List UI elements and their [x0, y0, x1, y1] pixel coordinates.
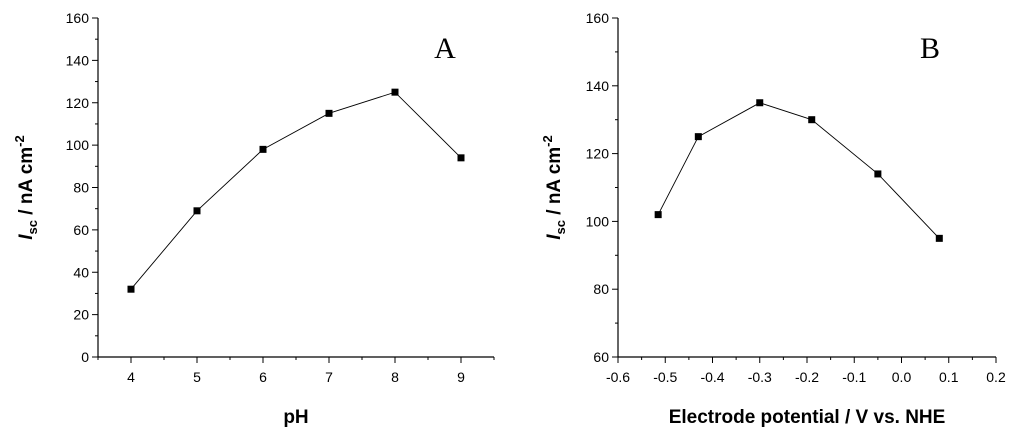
panel-label: B	[920, 32, 940, 65]
series-line	[657, 102, 940, 239]
y-tick-label: 100	[66, 137, 90, 153]
y-axis-label: Isc / nA cm-2	[540, 135, 568, 240]
x-tick-label: 8	[391, 369, 399, 385]
y-tick-label: 20	[73, 307, 89, 323]
chart-panel-a: 0 20 40 60 80 100 120 140 160 4 5 6 7 8 9 ApH Isc / nA c…	[12, 10, 495, 428]
y-label-subscript: sc	[553, 220, 568, 234]
series-line	[130, 91, 462, 290]
x-tick-label: 0.0	[892, 369, 912, 385]
data-point	[193, 207, 201, 215]
x-tick-label: 4	[127, 369, 135, 385]
y-label-unit: / nA cm	[544, 147, 565, 220]
x-tick-label: 5	[193, 369, 201, 385]
x-tick-label: -0.5	[653, 369, 677, 385]
x-tick-label: 0.2	[986, 369, 1006, 385]
x-axis-label: pH	[283, 407, 308, 428]
x-tick-label: 6	[259, 369, 267, 385]
y-tick-label: 160	[66, 10, 90, 26]
data-point	[127, 285, 135, 293]
y-tick-label: 120	[586, 146, 610, 162]
data-point	[808, 116, 816, 124]
y-label-superscript: -2	[12, 135, 27, 147]
y-tick-label: 80	[73, 180, 89, 196]
data-point	[259, 145, 267, 153]
y-tick-label: 100	[586, 213, 610, 229]
y-label-subscript: sc	[25, 220, 40, 234]
y-label-superscript: -2	[540, 135, 555, 147]
x-axis-label: Electrode potential / V vs. NHE	[669, 407, 946, 428]
y-tick-label: 140	[586, 78, 610, 94]
x-tick-label: -0.1	[842, 369, 866, 385]
x-tick-label: 7	[325, 369, 333, 385]
data-point	[694, 133, 702, 141]
y-tick-label: 60	[73, 222, 89, 238]
x-tick-label: -0.4	[700, 369, 724, 385]
x-tick-label: 0.1	[939, 369, 959, 385]
y-axis-label: Isc / nA cm-2	[12, 135, 40, 240]
data-point	[325, 109, 333, 117]
data-point	[391, 88, 399, 96]
y-label-main: I	[544, 234, 565, 240]
chart-panel-b: 60 80 100 120 140 160 -0.6 -0.5 -0.4 -0.3 -0.2 -0.1…	[540, 10, 1006, 428]
x-tick-label: -0.3	[748, 369, 772, 385]
x-tick-label: -0.2	[795, 369, 819, 385]
data-point	[457, 154, 465, 162]
data-point	[654, 211, 662, 219]
y-tick-label: 60	[593, 349, 609, 365]
y-tick-label: 160	[586, 10, 610, 26]
y-label-unit: / nA cm	[16, 147, 37, 220]
x-tick-label: -0.6	[606, 369, 630, 385]
y-label-main: I	[16, 234, 37, 240]
data-point	[874, 170, 882, 178]
y-tick-label: 0	[81, 349, 89, 365]
data-point	[935, 234, 943, 242]
data-point	[756, 99, 764, 107]
y-tick-label: 80	[593, 281, 609, 297]
y-tick-label: 120	[66, 95, 90, 111]
panel-label: A	[434, 32, 456, 65]
y-tick-label: 40	[73, 264, 89, 280]
x-tick-label: 9	[457, 369, 465, 385]
y-tick-label: 140	[66, 52, 90, 68]
